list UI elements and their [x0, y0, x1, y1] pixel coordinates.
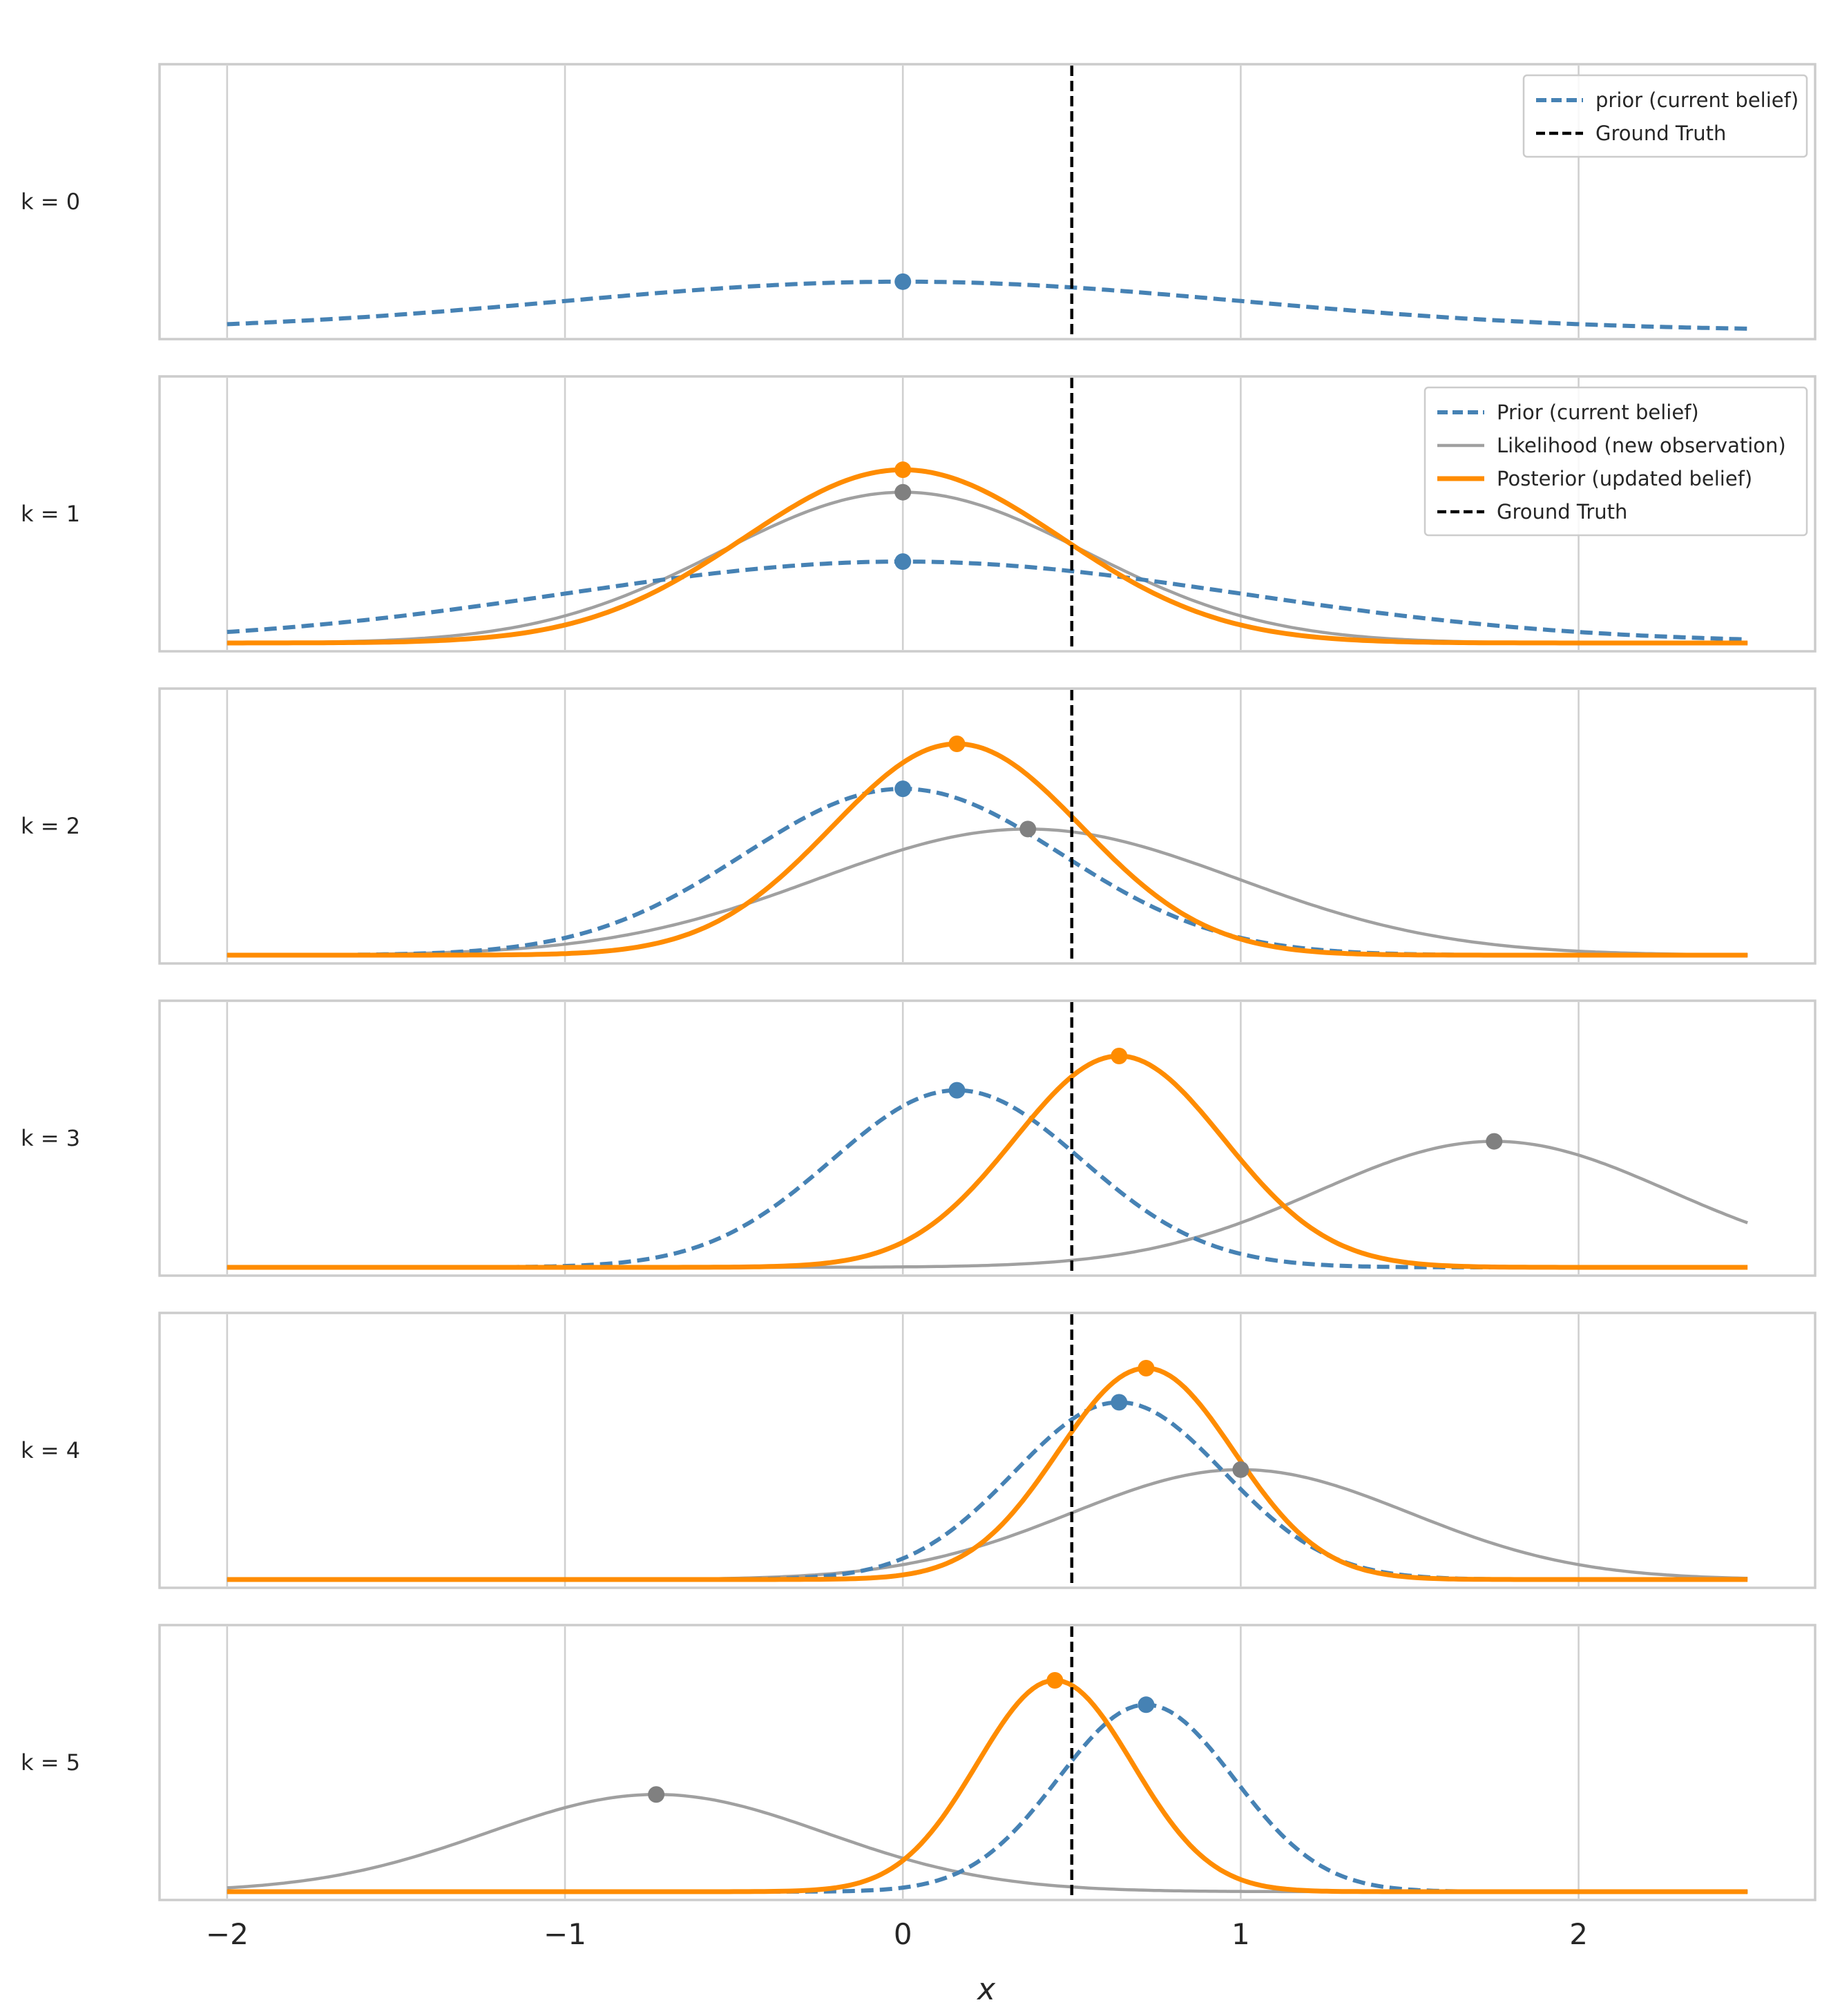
legend-entry-posterior: Posterior (updated belief): [1497, 467, 1752, 490]
row-label: k = 2: [21, 813, 80, 839]
panel-k5: k = 5: [21, 1624, 1816, 1901]
prior-peak-marker: [894, 553, 912, 570]
x-axis-label: x: [976, 1972, 996, 2007]
likelihood-peak-marker: [1486, 1133, 1503, 1150]
row-label: k = 1: [21, 501, 80, 527]
prior-peak-marker: [894, 780, 912, 798]
posterior-curve: [227, 741, 1748, 958]
legend: prior (current belief) Ground Truth: [1522, 74, 1808, 158]
x-tick-label: −1: [544, 1917, 586, 1951]
posterior-curve: [227, 1365, 1748, 1582]
legend-entry-gt: Ground Truth: [1595, 122, 1726, 145]
posterior-peak-marker: [948, 736, 966, 752]
likelihood-peak-marker: [1232, 1461, 1249, 1478]
posterior-curve: [227, 1678, 1748, 1894]
prior-curve: [227, 559, 1748, 642]
legend: Prior (current belief) Likelihood (new ob…: [1423, 386, 1808, 537]
panel-frame: [158, 999, 1816, 1277]
panel-k2: k = 2: [21, 687, 1816, 965]
panel-frame: [158, 687, 1816, 965]
legend-box: [1522, 74, 1808, 158]
prior-peak-marker: [1138, 1696, 1155, 1713]
legend-box: [1423, 386, 1808, 537]
row-label: k = 5: [21, 1749, 80, 1776]
posterior-curve: [227, 1053, 1748, 1270]
posterior-peak-marker: [1138, 1360, 1155, 1376]
likelihood-peak-marker: [1019, 820, 1037, 838]
prior-curve: [227, 787, 1748, 957]
x-tick-label: 1: [1231, 1917, 1250, 1951]
posterior-peak-marker: [1111, 1048, 1128, 1064]
panel-frame: [158, 1312, 1816, 1589]
prior-peak-marker: [1111, 1394, 1128, 1411]
legend-entry-prior: prior (current belief): [1595, 88, 1799, 112]
likelihood-peak-marker: [894, 483, 912, 501]
row-label: k = 4: [21, 1437, 80, 1463]
prior-peak-marker: [948, 1082, 966, 1099]
legend-entry-prior: Prior (current belief): [1497, 401, 1699, 424]
panel-k1: k = 1 Prior (current belief) Likelihood (n…: [21, 375, 1816, 653]
x-tick-label: 2: [1569, 1917, 1588, 1951]
panel-k3: k = 3: [21, 999, 1816, 1277]
legend-entry-likelihood: Likelihood (new observation): [1497, 434, 1786, 457]
prior-curve: [227, 279, 1748, 331]
row-label: k = 3: [21, 1125, 80, 1151]
x-tick-label: 0: [894, 1917, 912, 1951]
posterior-peak-marker: [894, 461, 912, 479]
prior-peak-marker: [894, 273, 912, 290]
row-label: k = 0: [21, 189, 80, 215]
posterior-peak-marker: [1046, 1672, 1064, 1689]
panel-k4: k = 4: [21, 1312, 1816, 1589]
posterior-curve: [227, 467, 1748, 646]
panel-k0: k = 0 prior (current belief) Ground Truth: [21, 63, 1816, 340]
likelihood-peak-marker: [648, 1786, 665, 1803]
x-tick-label: −2: [206, 1917, 249, 1951]
x-axis: −2 −1 0 1 2: [206, 1917, 1588, 1951]
legend-entry-gt: Ground Truth: [1497, 500, 1627, 524]
